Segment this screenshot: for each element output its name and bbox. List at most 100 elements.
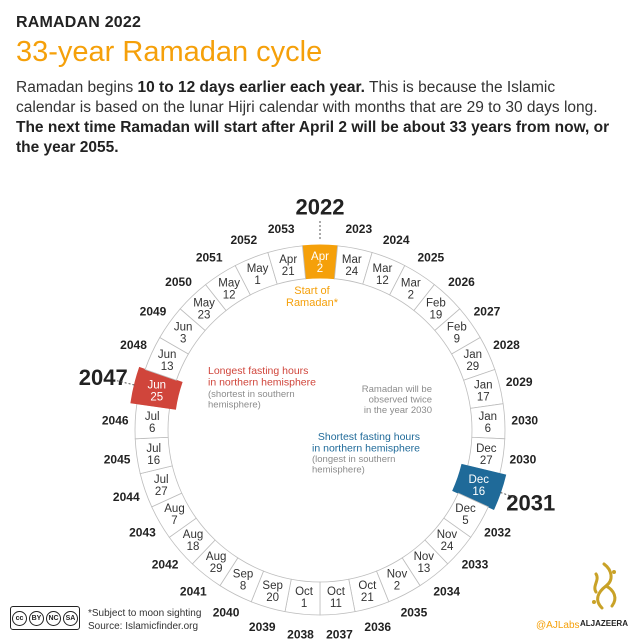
cycle-year-4: 2026 bbox=[448, 275, 475, 289]
cycle-date-line: 13 bbox=[161, 361, 174, 373]
cycle-date-9: Dec 27 bbox=[476, 443, 497, 467]
callout-leader-longest bbox=[116, 380, 135, 386]
cycle-date-line: 27 bbox=[480, 455, 493, 467]
shortest-sub-annotation: (longest in southern hemisphere) bbox=[312, 454, 395, 476]
creative-commons-badge: cc BY NC SA bbox=[10, 606, 80, 630]
lede-part-2: This is because the Islamic calendar is … bbox=[16, 79, 598, 116]
license-sa: SA bbox=[63, 610, 78, 626]
cycle-date-line: May bbox=[247, 263, 269, 275]
cycle-date-line: Nov bbox=[414, 551, 435, 563]
cycle-year-0: 2022 bbox=[296, 195, 345, 220]
cycle-date-line: Nov bbox=[437, 529, 458, 541]
cycle-date-line: Jul bbox=[145, 411, 160, 423]
cycle-year-12: 2033 bbox=[462, 557, 489, 571]
cycle-year-29: 2050 bbox=[165, 275, 192, 289]
cycle-year-1: 2023 bbox=[345, 222, 372, 236]
longest-sub-annotation-line: hemisphere) bbox=[208, 400, 261, 411]
start-annotation-line: Start of bbox=[294, 285, 330, 297]
twice-annotation: Ramadan will be observed twice in the year… bbox=[362, 384, 432, 416]
lede-part-0: Ramadan begins bbox=[16, 79, 138, 96]
aljazeera-calligraphy-logo-icon bbox=[592, 562, 617, 610]
cycle-year-5: 2027 bbox=[474, 304, 501, 318]
cycle-date-line: Jan bbox=[474, 379, 493, 391]
cycle-date-line: Jul bbox=[146, 443, 161, 455]
footnote: *Subject to moon sighting Source: Islami… bbox=[88, 607, 201, 633]
cycle-date-4: Feb 19 bbox=[426, 297, 446, 321]
longest-sub-annotation-line: (shortest in southern bbox=[208, 389, 295, 400]
moon-sighting-note: *Subject to moon sighting bbox=[88, 608, 202, 619]
shortest-sub-annotation-line: (longest in southern bbox=[312, 454, 395, 465]
cycle-date-line: 29 bbox=[210, 563, 223, 575]
cycle-year-32: 2053 bbox=[268, 222, 295, 236]
cycle-date-line: 2 bbox=[408, 290, 414, 302]
license-nc: NC bbox=[46, 610, 61, 626]
aljazeera-wordmark: ALJAZEERA bbox=[579, 619, 628, 628]
cycle-date-line: Jan bbox=[479, 411, 498, 423]
cycle-date-line: 9 bbox=[454, 334, 460, 346]
cycle-date-8: Jan 6 bbox=[479, 411, 498, 435]
cycle-date-10: Dec 16 bbox=[469, 474, 490, 498]
cycle-year-25: 2046 bbox=[102, 413, 129, 427]
cycle-date-line: May bbox=[218, 278, 240, 290]
shortest-sub-annotation-line: hemisphere) bbox=[312, 465, 365, 476]
cycle-date-line: 27 bbox=[155, 486, 168, 498]
cycle-date-0: Apr 2 bbox=[311, 251, 329, 275]
cycle-year-7: 2029 bbox=[506, 375, 533, 389]
cycle-date-line: 13 bbox=[417, 563, 430, 575]
cycle-date-line: 18 bbox=[187, 541, 200, 553]
cycle-segment-10 bbox=[452, 463, 507, 511]
cycle-date-27: Jun 13 bbox=[158, 349, 177, 373]
twice-annotation-line: in the year 2030 bbox=[364, 405, 432, 416]
cycle-date-17: Oct 1 bbox=[295, 586, 314, 610]
cycle-date-line: Apr bbox=[279, 254, 297, 266]
cycle-date-line: 7 bbox=[171, 515, 177, 527]
cycle-date-line: Jan bbox=[464, 349, 483, 361]
cycle-date-line: Oct bbox=[327, 586, 346, 598]
ajlabs-credit: @AJLabs bbox=[536, 620, 580, 631]
cycle-date-line: Apr bbox=[311, 251, 329, 263]
cycle-date-line: Oct bbox=[295, 586, 314, 598]
shortest-annotation: Shortest fasting hours in northern hemisp… bbox=[312, 431, 420, 455]
cycle-year-6: 2028 bbox=[493, 338, 520, 352]
cycle-year-22: 2043 bbox=[129, 526, 156, 540]
cycle-date-line: 8 bbox=[240, 580, 246, 592]
cycle-date-line: Feb bbox=[426, 297, 446, 309]
callout-leader-shortest bbox=[500, 491, 518, 499]
cycle-date-line: May bbox=[193, 297, 215, 309]
aljazeera-logo: ALJAZEERA bbox=[578, 560, 630, 628]
cycle-year-26: 2047 bbox=[79, 365, 128, 390]
cycle-date-line: 5 bbox=[462, 515, 468, 527]
twice-annotation-line: observed twice bbox=[369, 395, 432, 406]
cycle-date-line: 24 bbox=[345, 266, 358, 278]
cycle-date-line: 2 bbox=[317, 263, 323, 275]
cycle-date-24: Jul 16 bbox=[146, 443, 161, 467]
cycle-date-line: 16 bbox=[472, 486, 485, 498]
cycle-date-line: Feb bbox=[447, 322, 467, 334]
longest-annotation: Longest fasting hours in northern hemisph… bbox=[208, 365, 316, 389]
cycle-date-line: 6 bbox=[485, 423, 491, 435]
cc-icon: cc bbox=[12, 610, 27, 626]
cycle-year-13: 2034 bbox=[433, 584, 460, 598]
cycle-date-line: 20 bbox=[266, 592, 279, 604]
cycle-date-line: 6 bbox=[149, 423, 155, 435]
cycle-date-13: Nov 13 bbox=[414, 551, 435, 575]
cycle-date-7: Jan 17 bbox=[474, 379, 493, 403]
cycle-year-15: 2036 bbox=[364, 620, 391, 634]
cycle-date-2: Mar 12 bbox=[373, 263, 393, 287]
cycle-year-31: 2052 bbox=[230, 233, 257, 247]
cycle-date-32: Apr 21 bbox=[279, 254, 297, 278]
cycle-date-line: Jun bbox=[174, 322, 193, 334]
cycle-year-16: 2037 bbox=[326, 627, 353, 640]
cycle-date-line: Oct bbox=[358, 580, 377, 592]
cycle-date-line: 21 bbox=[361, 592, 374, 604]
cycle-date-line: 25 bbox=[150, 391, 163, 403]
cycle-year-2: 2024 bbox=[383, 233, 410, 247]
cycle-date-line: 2 bbox=[394, 580, 400, 592]
cycle-date-line: 23 bbox=[198, 309, 211, 321]
cycle-date-line: Dec bbox=[476, 443, 497, 455]
cycle-date-line: 3 bbox=[180, 334, 186, 346]
cycle-date-line: 19 bbox=[430, 309, 443, 321]
cycle-date-line: Dec bbox=[469, 474, 490, 486]
cycle-year-17: 2038 bbox=[287, 627, 314, 640]
